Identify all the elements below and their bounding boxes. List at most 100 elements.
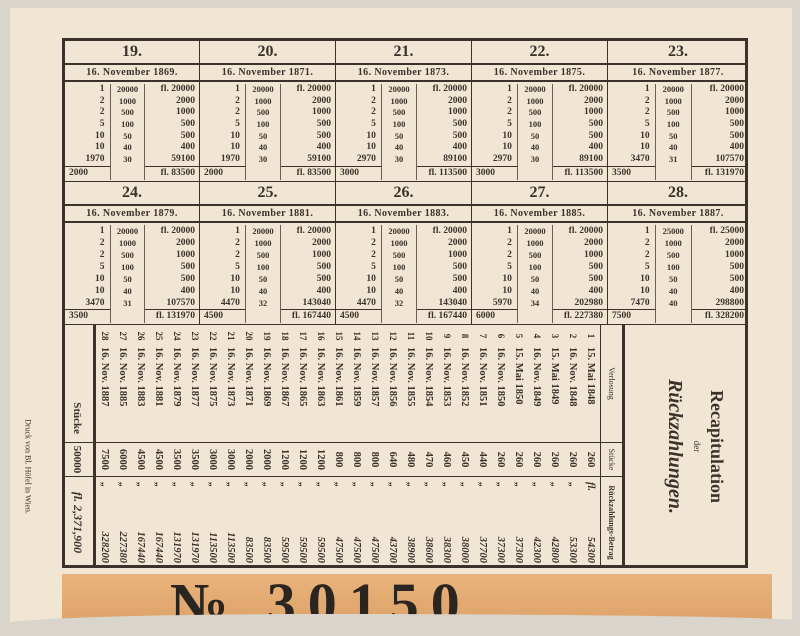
- total-spacer: [111, 165, 146, 180]
- total-count: 3000: [472, 165, 518, 180]
- amount: fl. 20000: [709, 84, 744, 94]
- drawing-number: 25: [154, 331, 164, 341]
- repayment-amount: 37300: [513, 536, 525, 563]
- denomination: 100: [656, 261, 692, 273]
- drawing-number: 8: [460, 333, 470, 339]
- currency-mark: „: [441, 482, 453, 488]
- total-spacer: [111, 309, 146, 323]
- denomination: 1000: [518, 95, 553, 108]
- pieces: 4500: [132, 443, 150, 477]
- currency-mark: „: [171, 482, 183, 488]
- denomination: 40: [246, 285, 281, 297]
- count: 10: [472, 273, 518, 285]
- amount: fl. 20000: [568, 84, 603, 94]
- drawing-number: 19: [262, 331, 272, 341]
- drawing-number: 26: [136, 331, 146, 341]
- count: 5: [65, 119, 111, 131]
- amount: fl. 20000: [160, 226, 195, 236]
- pieces: 2000: [240, 443, 258, 477]
- count: 2970: [336, 154, 382, 166]
- repayment-amount: 47500: [369, 536, 381, 563]
- recap-row: 20 16. Nov. 1871 2000 „ 83500: [240, 325, 258, 568]
- currency-mark: „: [405, 482, 417, 488]
- drawing-date: 16. Nov. 1855: [405, 347, 417, 407]
- currency-mark: „: [279, 482, 291, 488]
- drawing-date: 16. Nov. 1851: [477, 347, 489, 407]
- denomination: 100: [656, 119, 692, 131]
- recap-row: 18 16. Nov. 1867 1200 „ 59500: [276, 325, 294, 568]
- currency-mark: „: [135, 482, 147, 488]
- table-date: 16. November 1887.: [608, 206, 748, 223]
- table-row: 5 100 500: [472, 261, 607, 273]
- repayment-amount: 131970: [171, 531, 183, 564]
- recap-row: 28 16. Nov. 1887 7500 „ 328200: [96, 325, 114, 568]
- denomination: 500: [111, 249, 146, 261]
- count: 2: [472, 107, 518, 120]
- table-total: 3000 fl. 113500: [472, 165, 607, 180]
- count: 5: [200, 261, 246, 273]
- table-row: 10 50 500: [336, 130, 471, 143]
- total-spacer: [246, 165, 281, 180]
- table-number: 19.: [65, 41, 199, 65]
- table-total: 6000 fl. 227380: [472, 309, 607, 323]
- table-row: 2 500 1000: [608, 107, 748, 120]
- denomination: 20000: [518, 225, 553, 237]
- amount: 400: [729, 286, 744, 296]
- count: 2: [200, 95, 246, 108]
- count: 2: [65, 95, 111, 108]
- amount: 500: [452, 119, 467, 130]
- recap-row: 6 16. Nov. 1850 260 „ 37300: [492, 325, 510, 568]
- count: 2970: [472, 154, 518, 166]
- count: 2: [65, 237, 111, 249]
- recap-row: 21 16. Nov. 1873 3000 „ 113500: [222, 325, 240, 568]
- denomination: 40: [656, 285, 692, 297]
- amount: 1000: [175, 107, 195, 118]
- total-amount: fl. 113500: [552, 165, 607, 180]
- currency-mark: „: [117, 482, 129, 488]
- denomination: 31: [111, 297, 146, 309]
- count: 1970: [200, 154, 246, 166]
- amount: 400: [316, 142, 331, 153]
- table-row: 2 1000 2000: [472, 95, 607, 108]
- amount: 143040: [438, 298, 467, 308]
- drawing-number: 17: [298, 331, 308, 341]
- drawing-number: 23: [190, 331, 200, 341]
- pieces: 260: [582, 443, 600, 477]
- table-row: 10 40 400: [608, 142, 748, 155]
- currency-mark: „: [513, 482, 525, 488]
- table-row: 2 500 1000: [472, 107, 607, 120]
- drawing-number: 2: [568, 333, 578, 339]
- currency-mark: „: [189, 482, 201, 488]
- table-row: 10 40 400: [336, 285, 471, 297]
- repayment-amount: 167440: [135, 531, 147, 564]
- denomination: 500: [518, 249, 553, 261]
- amount: 500: [180, 130, 195, 141]
- denomination: 40: [111, 142, 146, 155]
- total-count: 3500: [65, 309, 111, 323]
- currency-mark: „: [369, 482, 381, 488]
- table-row: 5 100 500: [65, 261, 199, 273]
- drawing-date: 16. Nov. 1857: [369, 347, 381, 407]
- drawing-number: 9: [442, 333, 452, 339]
- table-row: 2 500 1000: [65, 249, 199, 261]
- denomination: 25000: [656, 225, 692, 237]
- recap-row: 19 16. Nov. 1869 2000 „ 83500: [258, 325, 276, 568]
- denomination: 50: [111, 273, 146, 285]
- printer-imprint: Druck von Bl. Höfel in Wien.: [23, 419, 33, 514]
- denomination: 500: [246, 107, 281, 120]
- count: 4470: [200, 297, 246, 309]
- count: 2: [608, 95, 656, 108]
- recap-row: 23 16. Nov. 1877 3500 „ 131970: [186, 325, 204, 568]
- table-row: 10 50 500: [472, 273, 607, 285]
- torn-edge: [0, 614, 800, 632]
- denomination: 50: [382, 273, 417, 285]
- table-row: 10 50 500: [336, 273, 471, 285]
- count: 2: [336, 237, 382, 249]
- denomination: 30: [246, 154, 281, 166]
- amount: 500: [452, 130, 467, 141]
- amount: 500: [588, 274, 603, 284]
- denomination: 20000: [246, 225, 281, 237]
- denomination: 100: [246, 261, 281, 273]
- denomination: 30: [382, 154, 417, 166]
- denomination: 50: [518, 130, 553, 143]
